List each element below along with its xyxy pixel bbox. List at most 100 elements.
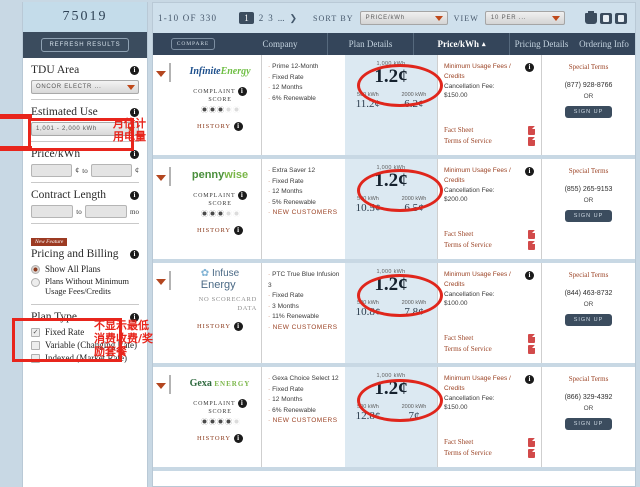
- table-row[interactable]: InfiniteEnergy COMPLAINT i SCORE HISTORY …: [153, 55, 635, 159]
- row-expand-toggle[interactable]: [153, 55, 169, 155]
- company-logo[interactable]: pennywise: [191, 169, 249, 181]
- pdf-icon[interactable]: [528, 334, 535, 344]
- phone-number[interactable]: (877) 928-8766: [564, 82, 613, 89]
- info-icon[interactable]: i: [525, 167, 534, 176]
- pdf-icon[interactable]: [528, 241, 535, 251]
- info-icon[interactable]: i: [234, 122, 243, 132]
- plan-details-cell: · Prime 12-Month · Fixed Rate · 12 Months ·…: [261, 55, 345, 155]
- info-icon[interactable]: i: [237, 191, 247, 200]
- checkbox-indexed-rate[interactable]: Indexed (Market Rate): [31, 353, 139, 364]
- tdu-area-select[interactable]: ONCOR ELECTR ...: [31, 80, 139, 94]
- history-link[interactable]: HISTORY i: [197, 322, 243, 332]
- special-terms-link[interactable]: Special Terms: [568, 271, 609, 279]
- info-icon[interactable]: i: [234, 434, 243, 444]
- info-icon[interactable]: i: [130, 149, 139, 159]
- price-max-input[interactable]: [90, 164, 133, 177]
- fact-sheet-link[interactable]: Fact Sheet: [444, 333, 535, 344]
- sort-by-select[interactable]: PRICE/kWh: [359, 11, 448, 25]
- row-compare-checkbox[interactable]: [169, 271, 171, 290]
- history-link[interactable]: HISTORY i: [197, 434, 243, 444]
- info-icon[interactable]: i: [525, 375, 534, 384]
- sign-up-button[interactable]: SIGN UP: [564, 314, 613, 326]
- info-icon[interactable]: i: [234, 226, 243, 236]
- table-row[interactable]: Gexa ENERGY COMPLAINT i SCORE HISTORY i: [153, 367, 635, 471]
- page-1-button[interactable]: 1: [239, 12, 254, 24]
- row-expand-toggle[interactable]: [153, 159, 169, 259]
- row-compare-checkbox[interactable]: [169, 167, 171, 186]
- info-icon[interactable]: i: [234, 322, 243, 332]
- fact-sheet-link[interactable]: Fact Sheet: [444, 437, 535, 448]
- fact-sheet-link[interactable]: Fact Sheet: [444, 229, 535, 240]
- phone-number[interactable]: (866) 329-4392: [564, 394, 613, 401]
- info-icon[interactable]: i: [237, 87, 247, 96]
- info-icon[interactable]: i: [525, 63, 534, 72]
- sign-up-button[interactable]: SIGN UP: [564, 106, 613, 118]
- terms-of-service-link[interactable]: Terms of Service: [444, 240, 535, 251]
- row-expand-toggle[interactable]: [153, 367, 169, 467]
- row-compare-checkbox[interactable]: [169, 375, 171, 394]
- pdf-icon[interactable]: [528, 230, 535, 240]
- pdf-icon[interactable]: [528, 126, 535, 136]
- view-select[interactable]: 10 PER ...: [484, 11, 565, 25]
- column-header-pricing-details[interactable]: Pricing Details: [509, 33, 573, 55]
- column-header-company[interactable]: Company: [262, 39, 298, 49]
- export-csv-icon[interactable]: [615, 12, 627, 24]
- company-logo[interactable]: Gexa ENERGY: [189, 377, 251, 389]
- pdf-icon[interactable]: [528, 137, 535, 147]
- compare-button[interactable]: COMPARE: [170, 38, 216, 50]
- page-3-button[interactable]: 3: [268, 13, 273, 23]
- printer-icon[interactable]: [585, 10, 597, 24]
- contract-min-input[interactable]: [31, 205, 74, 218]
- filter-plan-type-label: Plan Type: [31, 311, 77, 324]
- phone-number[interactable]: (855) 265-9153: [564, 186, 613, 193]
- info-icon[interactable]: i: [130, 190, 139, 200]
- company-logo[interactable]: ✿ Infuse Energy: [200, 267, 240, 291]
- checkbox-variable-rate[interactable]: Variable (Changing Rate): [31, 340, 139, 351]
- special-terms-link[interactable]: Special Terms: [568, 375, 609, 383]
- terms-of-service-link[interactable]: Terms of Service: [444, 136, 535, 147]
- info-icon[interactable]: i: [130, 312, 139, 322]
- next-page-icon[interactable]: ❯: [289, 12, 297, 23]
- terms-of-service-link[interactable]: Terms of Service: [444, 344, 535, 355]
- contract-max-input[interactable]: [84, 205, 128, 218]
- pdf-icon[interactable]: [528, 345, 535, 355]
- history-link[interactable]: HISTORY i: [197, 226, 243, 236]
- results-toolbar: 1-10 OF 330 1 2 3 ... ❯ SORT BY PRICE/kW…: [153, 3, 635, 33]
- terms-of-service-link[interactable]: Terms of Service: [444, 448, 535, 459]
- info-icon[interactable]: i: [525, 271, 534, 280]
- info-icon[interactable]: i: [130, 65, 139, 75]
- zip-code-display[interactable]: 75019: [23, 2, 147, 32]
- history-link[interactable]: HISTORY i: [197, 122, 243, 132]
- checkbox-fixed-rate[interactable]: ✓ Fixed Rate: [31, 327, 139, 338]
- phone-number[interactable]: (844) 463-8732: [564, 290, 613, 297]
- estimated-use-select[interactable]: 1,001 - 2,000 kWh: [31, 122, 139, 136]
- column-header-price[interactable]: Price/kWh ▴: [413, 33, 509, 55]
- page-2-button[interactable]: 2: [258, 13, 264, 23]
- info-icon[interactable]: i: [237, 399, 247, 408]
- export-excel-icon[interactable]: [600, 12, 612, 24]
- info-icon[interactable]: i: [130, 107, 139, 117]
- radio-plans-without-min-usage-fees[interactable]: Plans Without Minimum Usage Fees/Credits: [31, 276, 139, 296]
- table-row[interactable]: pennywise COMPLAINT i SCORE HISTORY i: [153, 159, 635, 263]
- pdf-icon[interactable]: [528, 438, 535, 448]
- price-1000-value: 1.2¢: [374, 378, 408, 399]
- refresh-results-button[interactable]: REFRESH RESULTS: [41, 38, 129, 52]
- pdf-icon[interactable]: [528, 449, 535, 459]
- sign-up-button[interactable]: SIGN UP: [564, 418, 613, 430]
- price-range-row: ¢ to ¢: [31, 164, 139, 177]
- price-500-group: 500 kWh 12.8¢: [356, 404, 381, 422]
- row-compare-checkbox[interactable]: [169, 63, 171, 82]
- sign-up-button[interactable]: SIGN UP: [564, 210, 613, 222]
- special-terms-link[interactable]: Special Terms: [568, 167, 609, 175]
- price-min-input[interactable]: [31, 164, 73, 177]
- column-header-ordering-info[interactable]: Ordering Info: [579, 39, 629, 49]
- table-row[interactable]: ✿ Infuse Energy NO SCORECARD DATA HISTORY …: [153, 263, 635, 367]
- row-expand-toggle[interactable]: [153, 263, 169, 363]
- radio-show-all-plans[interactable]: Show All Plans: [31, 264, 139, 274]
- info-icon[interactable]: i: [130, 249, 139, 259]
- plan-bullet: · NEW CUSTOMERS: [268, 417, 338, 425]
- company-logo[interactable]: InfiniteEnergy: [189, 65, 251, 77]
- fact-sheet-link[interactable]: Fact Sheet: [444, 125, 535, 136]
- column-header-plan-details[interactable]: Plan Details: [327, 33, 413, 55]
- special-terms-link[interactable]: Special Terms: [568, 63, 609, 71]
